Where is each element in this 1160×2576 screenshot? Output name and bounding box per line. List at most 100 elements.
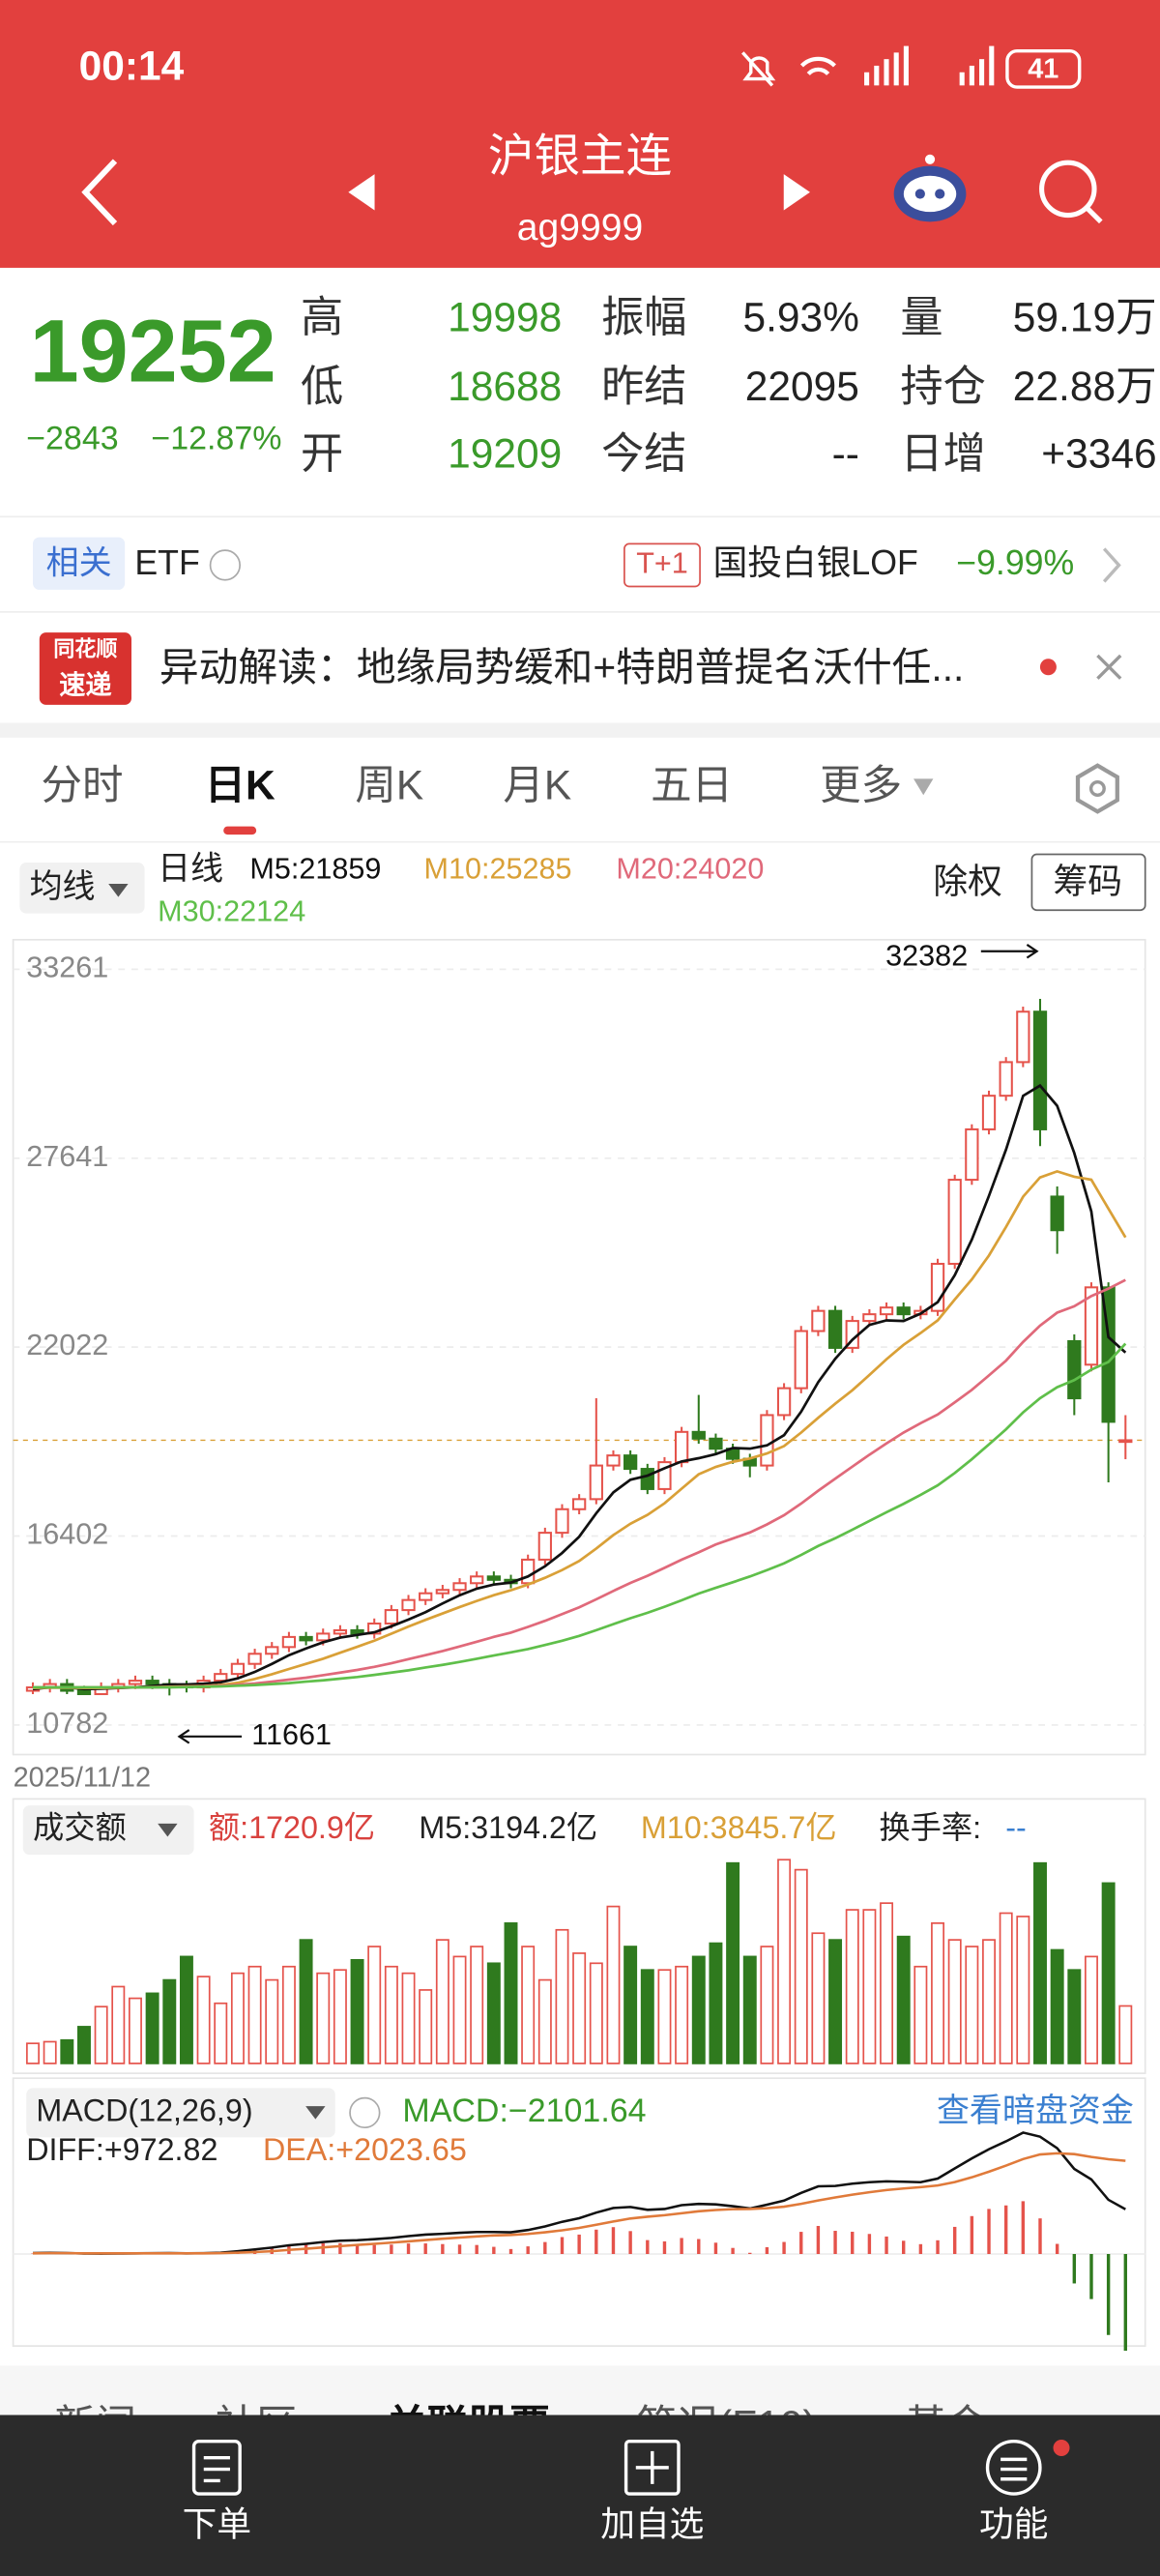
y-tick-label: 16402 (26, 1518, 108, 1551)
volume-bar (657, 1969, 672, 2064)
badge: T+1 (636, 547, 688, 580)
search-button[interactable] (1039, 160, 1103, 224)
volume-bar (401, 1972, 416, 2064)
volume-bar (640, 1969, 654, 2064)
tab-indicator (223, 826, 257, 835)
macd-toggle-box[interactable] (26, 2088, 335, 2138)
divider (0, 840, 1160, 843)
button-exright[interactable]: 除权 (933, 862, 1001, 900)
candle-body (419, 1592, 433, 1601)
volume-bar (589, 1962, 603, 2064)
volume-bar (316, 1972, 331, 2064)
volume-bar (777, 1859, 792, 2064)
field-label: 振幅 (601, 294, 686, 341)
candle-body (452, 1582, 467, 1592)
nav-order[interactable]: 下单 (183, 2504, 251, 2543)
volume-bar (230, 1972, 245, 2064)
ma-toggle[interactable]: 均线 (30, 868, 96, 905)
candle-body (1016, 1010, 1030, 1064)
candle-body (981, 1095, 997, 1130)
chevron (1102, 547, 1121, 583)
candle-body (896, 1306, 911, 1316)
button-chips[interactable]: 筹码 (1054, 862, 1122, 900)
volume-bar (726, 1861, 740, 2064)
volume-bar (281, 1965, 296, 2064)
tab[interactable]: 周K (355, 764, 423, 809)
volume-bar (521, 1946, 536, 2064)
nav-watch[interactable]: 加自选 (600, 2504, 704, 2543)
field-label: 低 (301, 363, 343, 410)
unread-dot (1039, 659, 1057, 676)
volume-bar (606, 1905, 621, 2064)
volume-bar (760, 1946, 774, 2064)
volume-toggle-box[interactable] (22, 1805, 194, 1856)
prev-button[interactable] (348, 174, 375, 211)
next-button[interactable] (783, 174, 810, 211)
candle-body (606, 1454, 621, 1467)
candle-body (486, 1575, 501, 1581)
volume-bar (914, 1965, 928, 2064)
candle-body (145, 1680, 160, 1685)
volume-bar (896, 1935, 911, 2064)
volume-bar (624, 1946, 638, 2064)
legend-m20: M20:24020 (616, 853, 764, 886)
robot-button[interactable] (893, 154, 967, 222)
y-tick-label: 22022 (26, 1329, 108, 1361)
badge-box (624, 542, 701, 588)
field-value: 5.93% (743, 296, 859, 341)
tab[interactable]: 更多 (820, 764, 902, 809)
chip-box[interactable] (1030, 853, 1146, 912)
volume-bar (1067, 1969, 1082, 2064)
candle-body (794, 1330, 808, 1390)
volume-bar (26, 2042, 40, 2064)
volume-bar (828, 1939, 843, 2064)
price-change: −2843 (26, 420, 118, 456)
instrument-title: 沪银主连 (488, 131, 672, 182)
field-value: +3346 (1041, 432, 1156, 478)
settings-icon[interactable] (1075, 763, 1119, 814)
nav-functions[interactable]: 功能 (979, 2504, 1048, 2543)
tab[interactable]: 分时 (42, 764, 124, 809)
volume-bar (931, 1922, 945, 2064)
min-arrow (177, 1729, 243, 1744)
volume-bar (367, 1946, 382, 2064)
clock: 00:14 (79, 44, 185, 90)
volume-title[interactable]: 成交额 (33, 1810, 127, 1845)
battery-level: 41 (1028, 54, 1058, 85)
candle-body (333, 1628, 348, 1635)
volume-m5: M5:3194.2亿 (419, 1810, 597, 1845)
dark-pool-link[interactable]: 查看暗盘资金 (937, 2093, 1134, 2129)
field-label: 昨结 (601, 363, 686, 410)
tab[interactable]: 月K (503, 764, 571, 809)
candle-body (76, 1689, 92, 1696)
ma-toggle-box[interactable] (19, 862, 145, 914)
volume-label: 额:1720.9亿 (209, 1810, 375, 1845)
back-button[interactable] (81, 159, 118, 226)
candle-body (999, 1061, 1013, 1098)
candle-body (299, 1635, 313, 1642)
ma-line (32, 1342, 1127, 1689)
macd-title[interactable]: MACD(12,26,9) (36, 2093, 252, 2127)
field-value: -- (832, 432, 859, 478)
y-tick-label: 33261 (26, 951, 108, 983)
related-fund[interactable]: 国投白银LOF (713, 543, 918, 582)
help-icon[interactable] (209, 549, 242, 581)
volume-bar (486, 1962, 501, 2064)
volume-bar (709, 1942, 723, 2064)
ma-line (32, 1278, 1126, 1689)
tab[interactable]: 五日 (651, 764, 733, 809)
status-icons (741, 45, 1082, 89)
gap (0, 722, 1160, 738)
tab[interactable]: 日K (205, 764, 276, 809)
candle-body (384, 1609, 399, 1625)
news-text[interactable]: 异动解读：地缘局势缓和+特朗普提名沃什任... (160, 645, 965, 689)
volume-bar (811, 1932, 826, 2064)
close-news[interactable] (1096, 654, 1122, 680)
candle-body (776, 1387, 792, 1417)
volume-bar (145, 1992, 160, 2064)
help-icon[interactable] (349, 2096, 381, 2129)
candle-body (623, 1454, 638, 1471)
candle-body (947, 1179, 962, 1266)
